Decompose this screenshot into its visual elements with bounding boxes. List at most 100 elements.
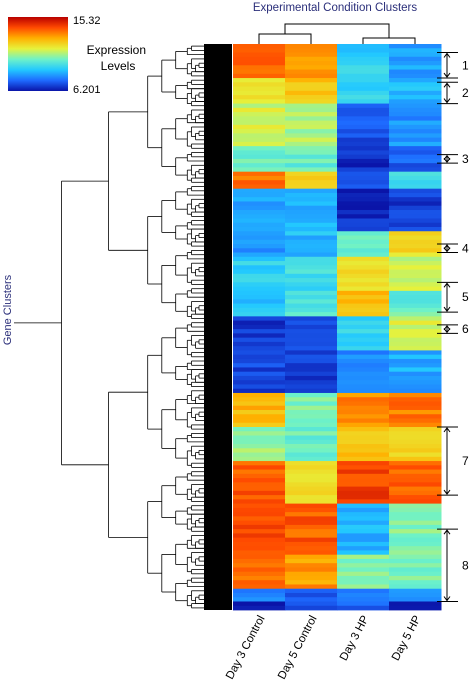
heatmap-cell — [389, 341, 442, 347]
chart-title: Experimental Condition Clusters — [253, 2, 418, 14]
color-scale-bar — [8, 17, 68, 91]
heatmap-cell — [233, 563, 286, 568]
heatmap-cell — [233, 375, 286, 381]
heatmap-cell — [337, 239, 390, 245]
heatmap-cell — [285, 571, 338, 577]
heatmap-cell — [285, 405, 338, 411]
heatmap-cell — [285, 226, 338, 232]
heatmap-cell — [337, 584, 390, 590]
heatmap-cell — [389, 239, 442, 245]
color-scale-max-label: 15.32 — [73, 15, 101, 27]
heatmap-cell — [389, 226, 442, 232]
heatmap-cell — [285, 516, 338, 522]
heatmap-cell — [233, 354, 286, 360]
heatmap-cell — [233, 473, 286, 479]
heatmap-cell — [389, 405, 442, 411]
heatmap-cell — [337, 575, 390, 581]
heatmap-cell — [233, 456, 286, 462]
heatmap-cell — [233, 137, 286, 143]
heatmap-cell — [389, 244, 442, 249]
heatmap-cell — [233, 414, 286, 419]
heatmap-cell — [233, 567, 286, 573]
heatmap-cell — [285, 346, 338, 351]
heatmap-cell — [233, 214, 286, 219]
heatmap-cell — [285, 495, 338, 500]
heatmap-cell — [233, 435, 286, 441]
heatmap-cell — [389, 324, 442, 330]
heatmap-cell — [337, 65, 390, 70]
heatmap-cell — [233, 337, 286, 343]
heatmap-cell — [389, 380, 442, 385]
heatmap-cell — [233, 533, 286, 539]
heatmap-cell — [337, 86, 390, 92]
heatmap-cell — [285, 116, 338, 122]
heatmap-cell — [285, 286, 338, 292]
heatmap-cell — [389, 107, 442, 113]
heatmap-cell — [285, 499, 338, 505]
heatmap-cell — [233, 286, 286, 292]
heatmap-cell — [285, 541, 338, 547]
heatmap-cell — [337, 409, 390, 415]
heatmap-cell — [389, 392, 442, 398]
heatmap-cell — [337, 48, 390, 53]
heatmap-cell — [389, 269, 442, 275]
heatmap-cell — [233, 252, 286, 258]
heatmap-cell — [285, 392, 338, 398]
heatmap-cell — [233, 107, 286, 113]
heatmap-cell — [233, 329, 286, 334]
heatmap-cell — [285, 473, 338, 479]
heatmap-cell — [389, 444, 442, 449]
heatmap-cell — [285, 290, 338, 296]
heatmap-cell — [337, 163, 390, 168]
heatmap-cell — [285, 218, 338, 224]
heatmap-cell — [233, 584, 286, 590]
heatmap-cell — [285, 558, 338, 564]
heatmap-cell — [285, 61, 338, 66]
heatmap-cell — [389, 388, 442, 394]
heatmap-cell — [233, 278, 286, 283]
heatmap-cell — [389, 439, 442, 445]
heatmap-cell — [337, 541, 390, 547]
heatmap-cell — [233, 158, 286, 164]
heatmap-cell — [389, 333, 442, 339]
heatmap-cell — [337, 180, 390, 185]
heatmap-cell — [337, 341, 390, 347]
heatmap-cell — [233, 495, 286, 500]
heatmap-cell — [285, 537, 338, 543]
heatmap-cell — [337, 388, 390, 394]
heatmap-cell — [389, 605, 442, 611]
heatmap-cell — [389, 303, 442, 309]
heatmap-cell — [233, 431, 286, 436]
gene-cluster-label: 3 — [462, 152, 469, 166]
heatmap-cell — [233, 124, 286, 130]
heatmap-cell — [337, 529, 390, 534]
heatmap-cell — [285, 486, 338, 492]
heatmap-cell — [285, 384, 338, 390]
heatmap-cell — [389, 154, 442, 160]
heatmap-cell — [389, 286, 442, 292]
heatmap-cell — [233, 507, 286, 513]
heatmap-cell — [285, 141, 338, 147]
heatmap-cell — [285, 303, 338, 309]
heatmap-cell — [285, 56, 338, 62]
heatmap-cell — [389, 486, 442, 492]
heatmap-cell — [233, 197, 286, 202]
heatmap-cell — [285, 444, 338, 449]
heatmap-cell — [233, 99, 286, 104]
heatmap-cell — [337, 473, 390, 479]
heatmap-cell — [389, 48, 442, 53]
heatmap-cell — [285, 533, 338, 539]
heatmap-cell — [389, 533, 442, 539]
heatmap-cell — [389, 554, 442, 560]
heatmap-cell — [389, 490, 442, 496]
heatmap-cell — [285, 452, 338, 458]
gene-cluster-label: 5 — [462, 290, 469, 304]
heatmap-cell — [233, 597, 286, 602]
column-label: Day 3 HP — [338, 613, 372, 662]
heatmap-cell — [233, 469, 286, 475]
heatmap-cell — [337, 261, 390, 266]
heatmap-cell — [337, 129, 390, 134]
heatmap-cell — [285, 427, 338, 432]
heatmap-cell — [233, 61, 286, 66]
heatmap-cell — [337, 597, 390, 602]
